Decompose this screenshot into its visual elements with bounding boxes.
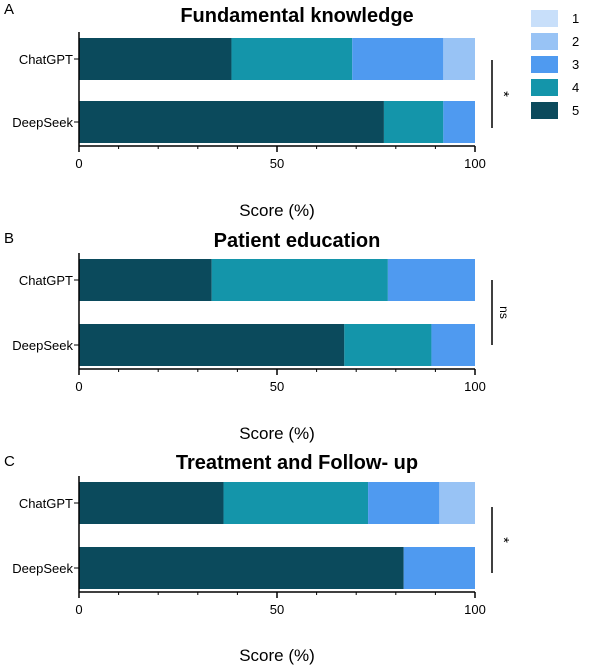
bar-chatgpt-score-3 <box>352 38 444 80</box>
bar-deepseek-score-3 <box>431 324 475 366</box>
legend-label-2: 2 <box>572 34 579 49</box>
bar-deepseek-score-3 <box>443 101 475 143</box>
legend-swatch-2 <box>531 33 558 50</box>
bar-chatgpt-score-3 <box>368 482 440 524</box>
y-tick-label: DeepSeek <box>12 115 73 130</box>
bar-chatgpt-score-4 <box>223 482 369 524</box>
y-tick-label: ChatGPT <box>19 496 73 511</box>
significance-label: * <box>495 537 512 543</box>
bar-deepseek-score-5 <box>79 324 345 366</box>
chart-title: Fundamental knowledge <box>180 5 413 27</box>
legend-swatch-5 <box>531 102 558 119</box>
legend-label-5: 5 <box>572 103 579 118</box>
bar-chatgpt-score-2 <box>443 38 475 80</box>
bar-chatgpt-score-5 <box>79 259 212 301</box>
legend: 1 2 3 4 5 <box>531 10 579 119</box>
y-tick-label: DeepSeek <box>12 338 73 353</box>
legend-swatch-3 <box>531 56 558 73</box>
x-tick-label: 100 <box>464 379 486 394</box>
legend-swatch-4 <box>531 79 558 96</box>
bar-deepseek-score-5 <box>79 101 384 143</box>
x-tick-label: 0 <box>75 602 82 617</box>
bar-chatgpt-score-2 <box>439 482 475 524</box>
chart-title: Treatment and Follow- up <box>176 452 418 474</box>
y-tick-label: DeepSeek <box>12 561 73 576</box>
bar-deepseek-score-3 <box>403 547 475 589</box>
bar-deepseek-score-4 <box>383 101 444 143</box>
x-axis-label: Score (%) <box>239 646 315 665</box>
x-tick-label: 100 <box>464 156 486 171</box>
y-tick-label: ChatGPT <box>19 273 73 288</box>
bar-chatgpt-score-4 <box>211 259 388 301</box>
significance-label: * <box>495 91 512 97</box>
chart-panel-c: C Treatment and Follow- up ChatGPT DeepSeek… <box>4 452 512 665</box>
chart-panel-a: A Fundamental knowledge ChatGPT DeepSeek 0 50… <box>4 1 512 220</box>
bar-chatgpt-score-4 <box>231 38 353 80</box>
bar-chatgpt-score-5 <box>79 38 232 80</box>
bar-chatgpt-score-3 <box>387 259 475 301</box>
legend-label-4: 4 <box>572 80 579 95</box>
legend-swatch-1 <box>531 10 558 27</box>
bar-deepseek-score-4 <box>344 324 432 366</box>
x-axis-label: Score (%) <box>239 201 315 220</box>
bar-deepseek-score-5 <box>79 547 404 589</box>
y-tick-label: ChatGPT <box>19 52 73 67</box>
panel-label: C <box>4 453 15 470</box>
x-tick-label: 0 <box>75 379 82 394</box>
x-tick-label: 0 <box>75 156 82 171</box>
significance-label: ns <box>497 306 511 319</box>
x-tick-label: 50 <box>270 156 284 171</box>
legend-label-3: 3 <box>572 57 579 72</box>
chart-title: Patient education <box>214 230 381 252</box>
legend-label-1: 1 <box>572 11 579 26</box>
x-tick-label: 100 <box>464 602 486 617</box>
x-tick-label: 50 <box>270 602 284 617</box>
chart-panel-b: B Patient education ChatGPT DeepSeek 0 50 100 S… <box>4 230 511 443</box>
x-tick-label: 50 <box>270 379 284 394</box>
x-axis-label: Score (%) <box>239 424 315 443</box>
bar-chatgpt-score-5 <box>79 482 224 524</box>
panel-label: B <box>4 230 14 247</box>
panel-label: A <box>4 1 14 18</box>
